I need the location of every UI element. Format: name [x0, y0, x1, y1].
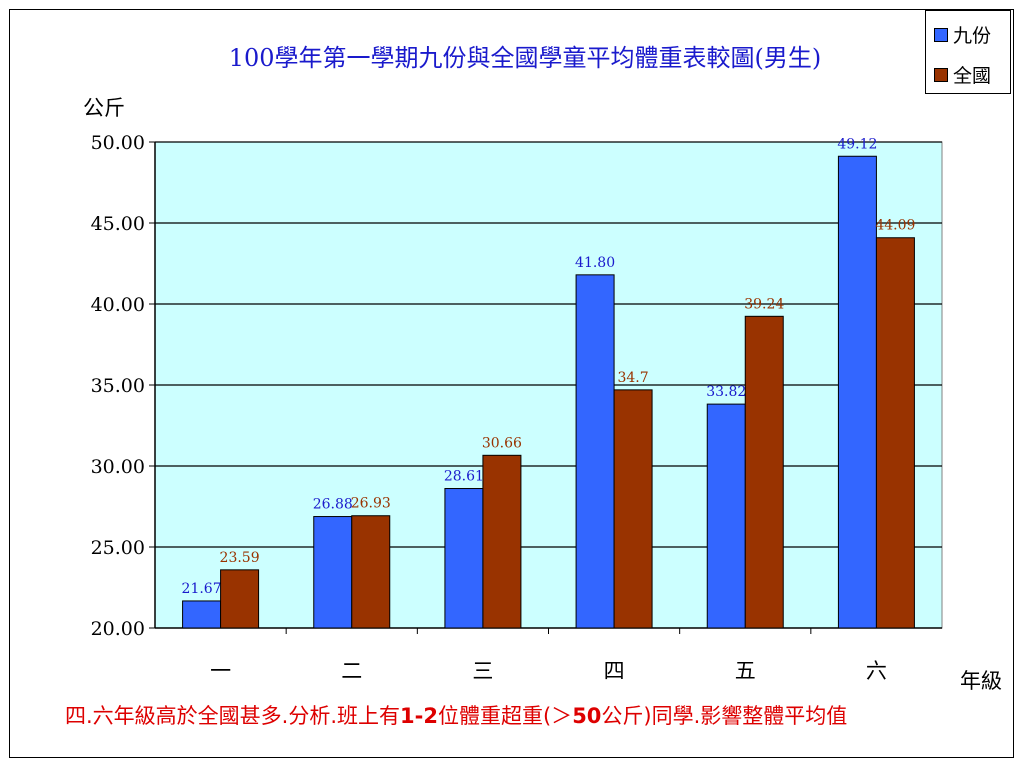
- bar-jiufen: [706, 403, 746, 629]
- x-tick-label: 二: [341, 659, 362, 683]
- y-tick-label: 25.00: [91, 537, 145, 559]
- y-tick-label: 45.00: [91, 213, 145, 235]
- data-label-jiufen: 49.12: [837, 136, 877, 152]
- bar-jiufen: [837, 155, 877, 629]
- bar-jiufen: [182, 600, 222, 629]
- x-tick-label: 六: [866, 659, 887, 683]
- x-axis-label: 年級: [960, 669, 1002, 693]
- data-label-national: 39.24: [744, 296, 784, 312]
- y-axis-label: 公斤: [83, 96, 125, 120]
- y-tick-label: 40.00: [91, 294, 145, 316]
- bar-national: [875, 237, 915, 629]
- data-label-national: 34.7: [617, 370, 648, 386]
- data-label-jiufen: 21.67: [182, 581, 222, 597]
- y-tick-label: 35.00: [91, 375, 145, 397]
- legend-label-national: 全國: [953, 65, 992, 87]
- bar-national: [744, 315, 784, 629]
- y-tick-label: 20.00: [91, 618, 145, 640]
- bar-national: [351, 515, 391, 629]
- bar-jiufen: [575, 274, 615, 629]
- bar-national: [482, 454, 522, 629]
- data-label-jiufen: 28.61: [444, 469, 484, 485]
- legend-swatch-jiufen: [934, 27, 948, 42]
- y-tick-label: 30.00: [91, 456, 145, 478]
- x-tick-label: 四: [604, 659, 625, 683]
- x-tick-label: 五: [735, 659, 756, 683]
- bar-jiufen: [444, 488, 484, 629]
- x-tick-label: 一: [210, 659, 231, 683]
- bar-national: [613, 389, 653, 629]
- chart-title: 100學年第一學期九份與全國學童平均體重表較圖(男生): [228, 44, 822, 72]
- y-tick-label: 50.00: [91, 132, 145, 154]
- legend-item-jiufen: 九份: [934, 21, 991, 48]
- legend: 九份 全國: [925, 10, 1011, 94]
- data-label-jiufen: 33.82: [706, 384, 746, 400]
- bar-national: [220, 569, 260, 629]
- bar-jiufen: [313, 516, 353, 629]
- x-tick-label: 三: [472, 659, 493, 683]
- analysis-note: 四.六年級高於全國甚多.分析.班上有1-2位體重超重(＞50公斤)同學.影響整體…: [65, 704, 848, 728]
- data-label-national: 44.09: [875, 218, 915, 234]
- legend-swatch-national: [934, 67, 948, 82]
- data-label-national: 23.59: [220, 550, 260, 566]
- legend-label-jiufen: 九份: [953, 25, 992, 47]
- data-label-national: 30.66: [482, 435, 522, 451]
- legend-item-national: 全國: [934, 61, 991, 88]
- data-label-national: 26.93: [351, 496, 391, 512]
- data-label-jiufen: 26.88: [313, 497, 353, 513]
- data-label-jiufen: 41.80: [575, 255, 615, 271]
